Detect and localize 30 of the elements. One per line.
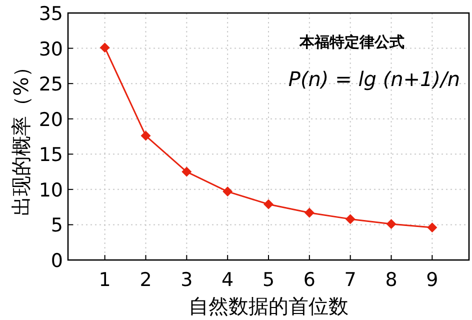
y-tick-label: 35 [38, 3, 63, 25]
x-tick-label: 4 [222, 269, 234, 291]
y-tick-label: 0 [50, 250, 63, 272]
y-tick-label: 20 [38, 108, 63, 131]
y-axis-title: 出现的概率（%） [9, 56, 33, 216]
x-tick-label: 2 [140, 269, 152, 291]
x-tick-label: 5 [262, 269, 275, 291]
x-tick-label: 3 [180, 269, 193, 291]
point [100, 42, 110, 53]
x-tick-label: 8 [385, 269, 398, 291]
annotation: 本福特定律公式 [298, 33, 404, 51]
point [222, 186, 233, 197]
y-tick-label: 5 [50, 214, 63, 237]
x-tick-label: 7 [344, 269, 356, 291]
x-tick-label: 1 [98, 269, 111, 291]
x-axis-title: 自然数据的首位数 [188, 294, 348, 318]
point [304, 208, 314, 218]
y-tick-label: 15 [38, 144, 63, 166]
point [386, 219, 396, 230]
x-tick-label: 9 [426, 269, 438, 291]
y-tick-label: 10 [38, 179, 63, 202]
point [427, 222, 438, 233]
y-tick-label: 30 [38, 38, 63, 60]
point [345, 214, 356, 224]
point [140, 130, 151, 141]
point [264, 199, 274, 210]
x-tick-label: 6 [303, 269, 316, 291]
point [182, 166, 192, 177]
formula: P(n) = lg (n+1)/n [288, 67, 460, 91]
y-tick-label: 25 [38, 74, 63, 96]
